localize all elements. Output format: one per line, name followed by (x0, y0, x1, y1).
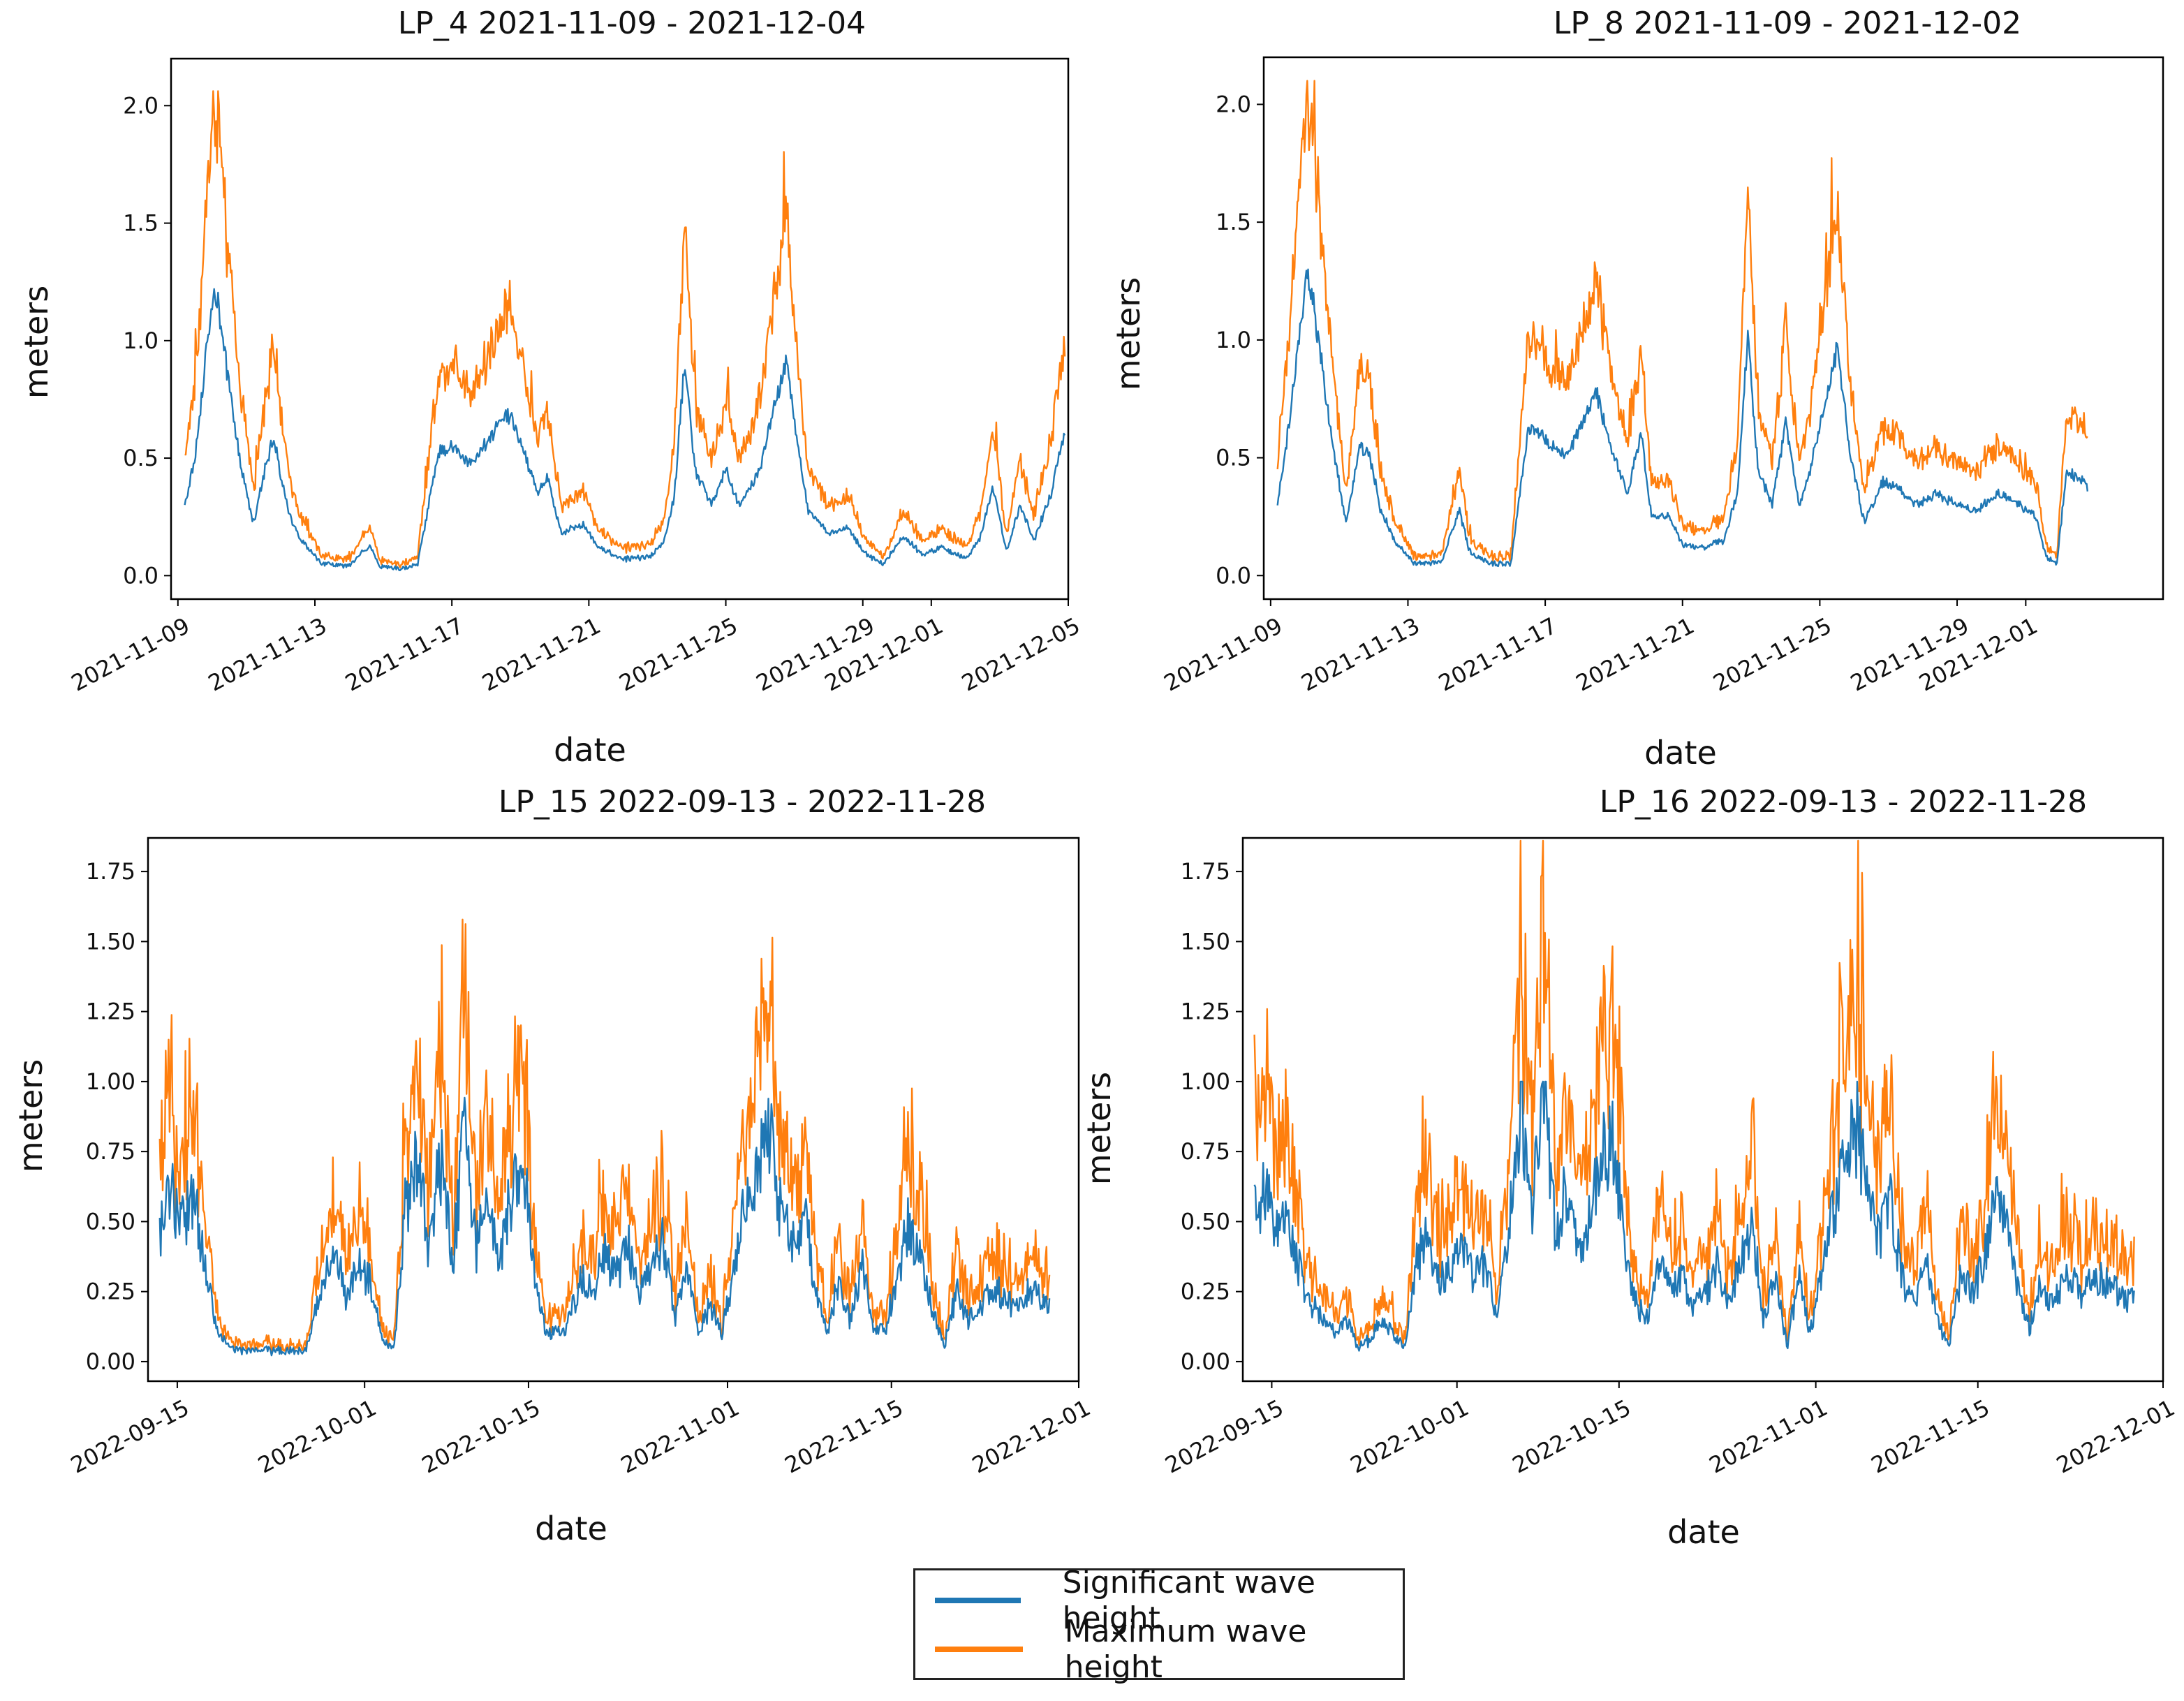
legend-item-maximum: Maximum wave height (915, 1626, 1403, 1672)
y-tick-label: 1.50 (86, 928, 135, 955)
legend-swatch-maximum (935, 1647, 1023, 1652)
y-tick-label: 0.75 (86, 1138, 135, 1165)
x-tick-label: 2021-11-13 (204, 612, 331, 697)
y-tick-label: 0.25 (86, 1279, 135, 1305)
x-tick-label: 2022-11-15 (1867, 1394, 1994, 1479)
y-tick-label: 1.0 (123, 327, 158, 354)
x-tick-label: 2021-11-25 (1709, 612, 1836, 697)
chart-panel-lp16: LP_16 2022-09-13 - 2022-11-28 meters date 0… (1080, 784, 2179, 1551)
y-tick-label: 1.25 (1181, 999, 1230, 1025)
y-axis-label: meters (1109, 277, 1147, 390)
x-axis-label: date (554, 731, 626, 769)
chart-panel-lp15: LP_15 2022-09-13 - 2022-11-28 meters date 0… (12, 784, 1095, 1547)
y-tick-label: 1.00 (1181, 1068, 1230, 1095)
x-tick-label: 2022-09-15 (66, 1394, 193, 1479)
y-tick-label: 1.25 (86, 999, 135, 1025)
x-tick-label: 2021-11-17 (341, 612, 468, 697)
y-tick-label: 1.00 (86, 1068, 135, 1095)
chart-panel-lp4: LP_4 2021-11-09 - 2021-12-04 meters date 0.… (17, 6, 1084, 769)
y-tick-label: 1.50 (1181, 928, 1230, 955)
series-line-maximum (185, 91, 1065, 567)
x-tick-label: 2021-11-17 (1434, 612, 1561, 697)
x-tick-label: 2021-11-09 (1160, 612, 1287, 697)
x-tick-label: 2022-11-15 (781, 1394, 908, 1479)
x-tick-label: 2022-10-15 (1508, 1394, 1635, 1479)
series-line-maximum (1255, 841, 2134, 1345)
x-tick-label: 2021-11-25 (615, 612, 742, 697)
x-tick-label: 2021-11-21 (1572, 612, 1699, 697)
chart-title: LP_16 2022-09-13 - 2022-11-28 (1600, 784, 2087, 820)
x-axis-label: date (1644, 734, 1717, 772)
y-tick-label: 0.00 (86, 1348, 135, 1375)
y-tick-label: 0.0 (1216, 562, 1251, 589)
legend-label-maximum: Maximum wave height (1065, 1614, 1403, 1685)
legend: Significant wave height Maximum wave hei… (913, 1568, 1405, 1680)
x-axis-label: date (1667, 1513, 1740, 1551)
chart-title: LP_8 2021-11-09 - 2021-12-02 (1554, 6, 2021, 41)
x-tick-label: 2022-12-01 (968, 1394, 1095, 1479)
chart-title: LP_15 2022-09-13 - 2022-11-28 (499, 784, 986, 820)
plot-frame (148, 838, 1079, 1381)
y-tick-label: 0.50 (86, 1208, 135, 1235)
y-tick-label: 0.50 (1181, 1208, 1230, 1235)
y-tick-label: 0.00 (1181, 1348, 1230, 1375)
series-line-significant (185, 289, 1065, 570)
legend-swatch-significant (935, 1598, 1021, 1603)
x-tick-label: 2022-09-15 (1160, 1394, 1287, 1479)
y-tick-label: 1.5 (123, 210, 158, 237)
x-tick-label: 2021-11-21 (478, 612, 605, 697)
y-axis-label: meters (1080, 1072, 1118, 1185)
x-tick-label: 2021-11-09 (67, 612, 194, 697)
x-axis-label: date (535, 1510, 607, 1547)
y-tick-label: 1.75 (86, 858, 135, 885)
chart-panel-lp8: LP_8 2021-11-09 - 2021-12-02 meters date 0.… (1109, 6, 2163, 772)
series-line-maximum (160, 920, 1049, 1353)
y-tick-label: 2.0 (123, 92, 158, 119)
y-tick-label: 0.5 (123, 445, 158, 471)
y-tick-label: 0.0 (123, 562, 158, 589)
x-tick-label: 2022-12-01 (2052, 1394, 2179, 1479)
y-tick-label: 1.5 (1216, 209, 1251, 235)
y-axis-label: meters (12, 1059, 50, 1172)
x-tick-label: 2022-11-01 (1705, 1394, 1832, 1479)
x-tick-label: 2022-10-01 (1346, 1394, 1473, 1479)
figure-canvas: LP_4 2021-11-09 - 2021-12-04 meters date 0.… (0, 0, 2184, 1701)
y-tick-label: 0.5 (1216, 445, 1251, 471)
x-tick-label: 2021-11-13 (1297, 612, 1424, 697)
x-tick-label: 2021-12-05 (957, 612, 1084, 697)
x-tick-label: 2022-10-01 (253, 1394, 381, 1479)
y-tick-label: 2.0 (1216, 91, 1251, 117)
y-axis-label: meters (17, 286, 55, 399)
x-tick-label: 2022-11-01 (617, 1394, 744, 1479)
y-tick-label: 1.75 (1181, 858, 1230, 885)
y-tick-label: 1.0 (1216, 327, 1251, 353)
x-tick-label: 2022-10-15 (418, 1394, 545, 1479)
series-line-maximum (1278, 81, 2088, 561)
chart-title: LP_4 2021-11-09 - 2021-12-04 (398, 6, 866, 41)
y-tick-label: 0.25 (1181, 1279, 1230, 1305)
y-tick-label: 0.75 (1181, 1138, 1230, 1165)
